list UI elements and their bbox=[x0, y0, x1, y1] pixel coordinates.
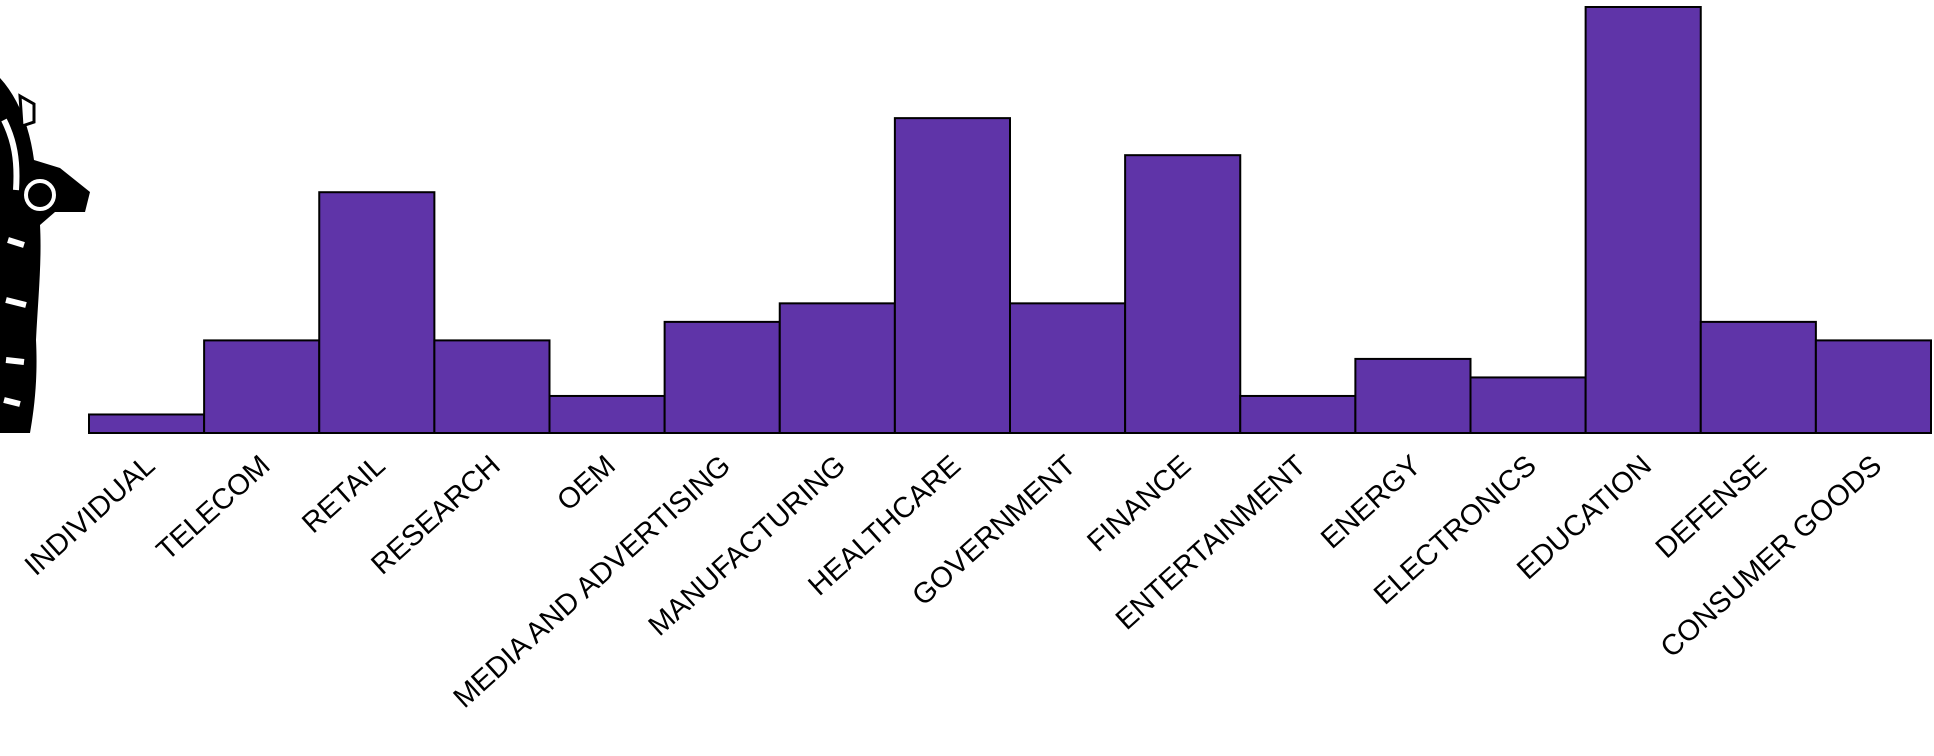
bar bbox=[548, 394, 666, 434]
x-tick-label: DEFENSE bbox=[1650, 449, 1773, 564]
bar bbox=[1009, 302, 1127, 435]
x-tick-label: ENTERTAINMENT bbox=[1110, 449, 1313, 636]
bar bbox=[1354, 357, 1472, 435]
bar bbox=[893, 117, 1011, 434]
bar bbox=[433, 339, 551, 434]
bar bbox=[88, 413, 206, 435]
bar bbox=[318, 191, 436, 434]
x-tick-label: INDIVIDUAL bbox=[19, 449, 161, 582]
bar bbox=[1584, 6, 1702, 434]
mascot-illustration bbox=[0, 78, 90, 433]
bar bbox=[1124, 154, 1242, 434]
bar bbox=[1239, 394, 1357, 434]
x-tick-label: OEM bbox=[551, 449, 622, 517]
x-tick-label: ENERGY bbox=[1315, 449, 1427, 555]
x-tick-label: MANUFACTURING bbox=[643, 449, 852, 642]
bar bbox=[663, 320, 781, 434]
x-tick-label: TELECOM bbox=[151, 449, 277, 567]
bar bbox=[1699, 320, 1817, 434]
x-tick-label: RETAIL bbox=[296, 449, 391, 539]
bar bbox=[1814, 339, 1932, 434]
x-tick-label: FINANCE bbox=[1081, 449, 1197, 558]
x-tick-label: CONSUMER GOODS bbox=[1655, 449, 1888, 664]
bar bbox=[1469, 376, 1587, 434]
bar bbox=[778, 302, 896, 435]
bar bbox=[203, 339, 321, 434]
